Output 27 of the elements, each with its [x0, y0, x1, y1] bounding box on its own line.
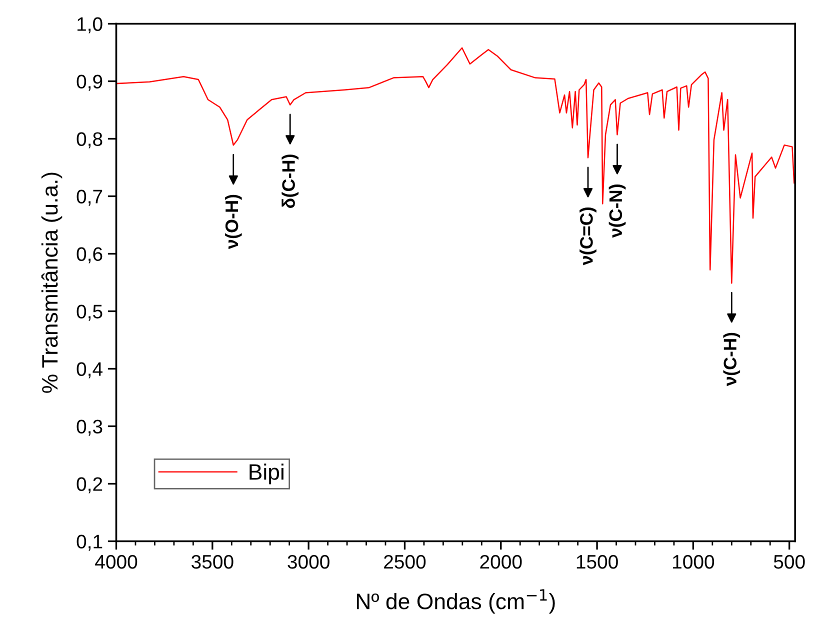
x-tick-label: 2000: [480, 554, 522, 569]
x-axis-title: Nº de Ondas (cm$^{−1}$): [356, 589, 555, 614]
annotation: ν(C-N): [608, 184, 626, 238]
y-tick-label: 0,2: [76, 477, 102, 494]
x-tick-label: 1000: [673, 554, 714, 569]
y-tick-label: 0,1: [76, 534, 102, 551]
x-tick-label: 2500: [384, 554, 426, 569]
x-tick-label: 4000: [95, 554, 138, 569]
y-tick-label: 0,9: [76, 74, 102, 91]
y-axis-title: % Transmitância (u.a.): [41, 172, 62, 393]
y-tick-label: 1,0: [78, 17, 102, 34]
y-tick-label: 0,4: [76, 362, 102, 378]
annotation: ν(C-H): [723, 332, 740, 386]
line-series: [116, 47, 795, 284]
y-tick-label: 0,3: [76, 420, 102, 436]
x-tick-label: 3000: [288, 554, 330, 569]
y-tick-label: 0,8: [76, 132, 102, 148]
legend-label: Bipi: [250, 464, 284, 484]
x-tick-label: 1500: [576, 554, 618, 569]
annotation: δ(C-H): [282, 154, 299, 208]
x-tick-label: 3500: [192, 554, 234, 569]
y-tick-label: 0,7: [76, 190, 102, 206]
y-tick-label: 0,5: [76, 304, 102, 321]
annotation: ν(C=C): [580, 207, 596, 266]
x-tick-label: 500: [774, 554, 805, 569]
y-tick-label: 0,6: [76, 247, 102, 264]
annotation: ν(O-H): [224, 194, 242, 250]
